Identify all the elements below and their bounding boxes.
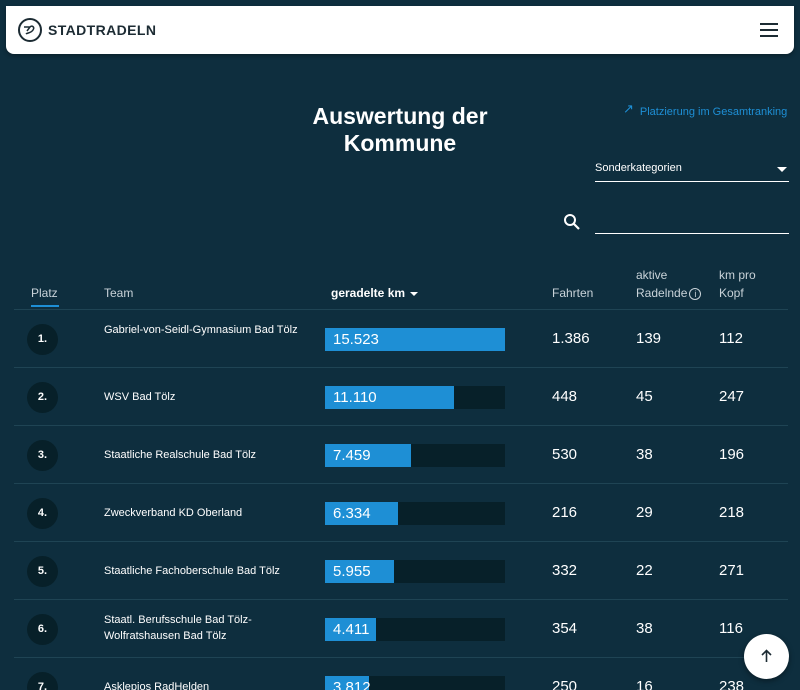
km-bar-fill bbox=[325, 502, 398, 525]
column-header-km[interactable]: geradelte km bbox=[331, 284, 419, 302]
km-value: 7.459 bbox=[333, 447, 371, 464]
team-name[interactable]: WSV Bad Tölz bbox=[104, 391, 176, 403]
km-bar-fill bbox=[325, 560, 394, 583]
chevron-down-icon bbox=[777, 167, 787, 172]
aktive-value: 38 bbox=[636, 620, 653, 637]
rank-badge: 7. bbox=[27, 672, 58, 690]
arrow-up-right-icon: ↗ bbox=[623, 101, 634, 116]
team-name[interactable]: Staatliche Fachoberschule Bad Tölz bbox=[104, 565, 280, 577]
column-header-aktive-line1: aktive bbox=[636, 268, 668, 282]
rank-badge: 5. bbox=[27, 556, 58, 587]
aktive-value: 22 bbox=[636, 562, 653, 579]
km-value: 5.955 bbox=[333, 563, 371, 580]
aktive-value: 139 bbox=[636, 330, 662, 347]
scroll-to-top-button[interactable] bbox=[744, 634, 789, 679]
column-header-km-label: geradelte km bbox=[331, 286, 406, 300]
km-value: 3.812 bbox=[333, 679, 371, 690]
column-header-aktive-line2: Radelnde bbox=[636, 286, 688, 300]
km-bar-fill bbox=[325, 386, 454, 409]
team-name[interactable]: Asklepios RadHelden bbox=[104, 681, 210, 690]
table-row[interactable]: 2. WSV Bad Tölz 11.110 448 45 247 bbox=[14, 368, 788, 426]
active-column-indicator bbox=[31, 305, 59, 307]
fahrten-value: 1.386 bbox=[552, 330, 590, 347]
table-row[interactable]: 6. Staatl. Berufsschule Bad Tölz-Wolfrats… bbox=[14, 600, 788, 658]
info-icon[interactable]: i bbox=[689, 287, 702, 300]
rank-badge: 4. bbox=[27, 498, 58, 529]
aktive-value: 45 bbox=[636, 388, 653, 405]
fahrten-value: 530 bbox=[552, 446, 578, 463]
table-row[interactable]: 7. Asklepios RadHelden 3.812 250 16 238 bbox=[14, 658, 788, 690]
column-header-team[interactable]: Team bbox=[104, 286, 134, 300]
column-header-kmpro-line2: Kopf bbox=[719, 286, 744, 300]
arrow-up-icon bbox=[761, 649, 772, 662]
km-value: 15.523 bbox=[333, 331, 379, 348]
rank-badge: 3. bbox=[27, 440, 58, 471]
aktive-value: 16 bbox=[636, 678, 653, 690]
page-title: Auswertung der Kommune bbox=[312, 103, 488, 156]
km-value: 4.411 bbox=[333, 621, 370, 638]
km-pro-kopf-value: 247 bbox=[719, 388, 745, 405]
ranking-link[interactable]: ↗ Platzierung im Gesamtranking bbox=[623, 101, 788, 118]
column-header-platz[interactable]: Platz bbox=[31, 286, 58, 300]
km-pro-kopf-value: 196 bbox=[719, 446, 745, 463]
aktive-value: 38 bbox=[636, 446, 653, 463]
brand-logo[interactable]: STADTRADELN bbox=[18, 18, 156, 42]
km-bar: 3.812 bbox=[325, 676, 505, 690]
km-bar: 6.334 bbox=[325, 502, 505, 525]
top-bar: STADTRADELN bbox=[6, 6, 794, 54]
column-header-km-pro-kopf[interactable]: km pro Kopf bbox=[719, 266, 756, 302]
fahrten-value: 216 bbox=[552, 504, 578, 521]
fahrten-value: 250 bbox=[552, 678, 578, 690]
team-name[interactable]: Zweckverband KD Oberland bbox=[104, 507, 243, 519]
category-select-value: Sonderkategorien bbox=[595, 162, 682, 174]
column-header-kmpro-line1: km pro bbox=[719, 268, 756, 282]
km-pro-kopf-value: 112 bbox=[719, 330, 743, 347]
column-header-aktive[interactable]: aktive Radelnde i bbox=[636, 266, 702, 302]
column-header-fahrten[interactable]: Fahrten bbox=[552, 286, 594, 300]
km-value: 6.334 bbox=[333, 505, 371, 522]
km-pro-kopf-value: 116 bbox=[719, 620, 743, 637]
km-bar: 7.459 bbox=[325, 444, 505, 467]
km-pro-kopf-value: 271 bbox=[719, 562, 745, 579]
bike-circle-icon bbox=[18, 18, 42, 42]
rank-badge: 6. bbox=[27, 614, 58, 645]
table-header-divider bbox=[14, 309, 788, 310]
search-icon bbox=[564, 214, 580, 230]
brand-name: STADTRADELN bbox=[48, 22, 157, 38]
km-bar: 4.411 bbox=[325, 618, 505, 641]
table-row[interactable]: 3. Staatliche Realschule Bad Tölz 7.459 530… bbox=[14, 426, 788, 484]
km-bar-fill bbox=[325, 676, 369, 690]
fahrten-value: 332 bbox=[552, 562, 578, 579]
aktive-value: 29 bbox=[636, 504, 653, 521]
team-name[interactable]: Gabriel-von-Seidl-Gymnasium Bad Tölz bbox=[104, 324, 298, 336]
km-pro-kopf-value: 218 bbox=[719, 504, 745, 521]
team-name[interactable]: Staatl. Berufsschule Bad Tölz-Wolfratsha… bbox=[104, 614, 252, 642]
km-bar: 11.110 bbox=[325, 386, 505, 409]
km-value: 11.110 bbox=[333, 389, 377, 406]
table-row[interactable]: 5. Staatliche Fachoberschule Bad Tölz 5.95… bbox=[14, 542, 788, 600]
fahrten-value: 354 bbox=[552, 620, 578, 637]
team-name[interactable]: Staatliche Realschule Bad Tölz bbox=[104, 449, 257, 461]
km-bar-fill bbox=[325, 328, 505, 351]
sort-down-icon bbox=[410, 291, 419, 296]
table-row[interactable]: 4. Zweckverband KD Oberland 6.334 216 29 218 bbox=[14, 484, 788, 542]
km-bar-fill bbox=[325, 618, 376, 641]
km-bar-fill bbox=[325, 444, 411, 467]
km-pro-kopf-value: 238 bbox=[719, 678, 745, 690]
rank-badge: 1. bbox=[27, 324, 58, 355]
search-input[interactable] bbox=[595, 210, 789, 234]
ranking-link-label: Platzierung im Gesamtranking bbox=[639, 106, 788, 118]
rank-badge: 2. bbox=[27, 382, 58, 413]
km-bar: 5.955 bbox=[325, 560, 505, 583]
hamburger-icon[interactable] bbox=[760, 23, 778, 37]
fahrten-value: 448 bbox=[552, 388, 578, 405]
table-row[interactable]: 1. Gabriel-von-Seidl-Gymnasium Bad Tölz 15… bbox=[14, 310, 788, 368]
km-bar: 15.523 bbox=[325, 328, 505, 351]
category-select[interactable]: Sonderkategorien bbox=[595, 162, 789, 182]
